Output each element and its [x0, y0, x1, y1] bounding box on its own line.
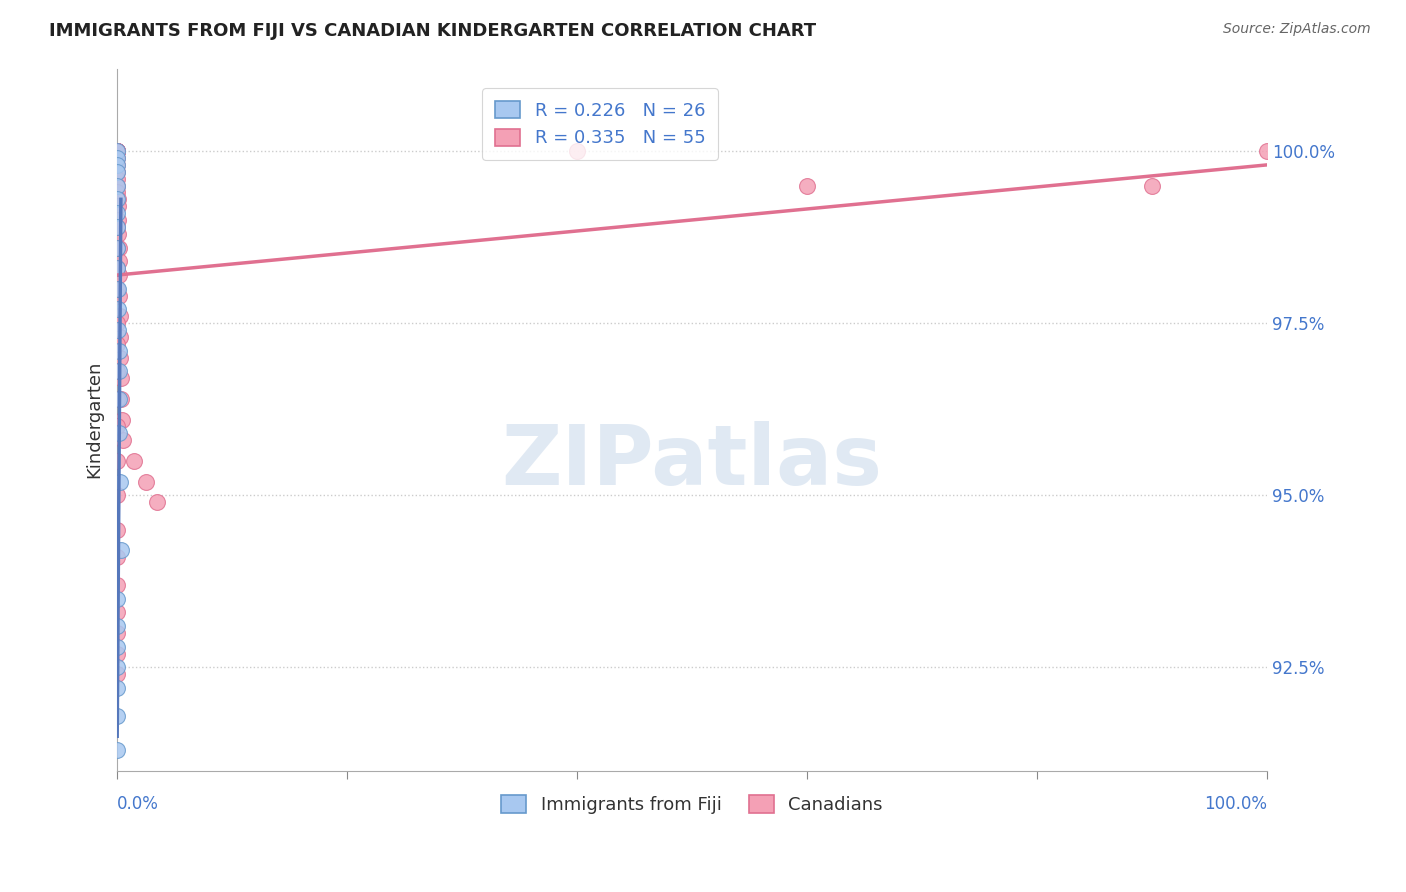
- Point: [105, 550, 128, 565]
- Y-axis label: Kindergarten: Kindergarten: [86, 361, 103, 478]
- Point: [105, 667, 128, 681]
- Point: [105, 219, 128, 234]
- Point: [1256, 144, 1278, 158]
- Point: [110, 392, 132, 406]
- Point: [105, 240, 128, 254]
- Point: [107, 302, 129, 317]
- Point: [105, 647, 128, 661]
- Point: [108, 364, 131, 378]
- Point: [105, 619, 128, 633]
- Point: [105, 144, 128, 158]
- Point: [105, 523, 128, 537]
- Point: [146, 495, 169, 509]
- Point: [1140, 178, 1163, 193]
- Point: [105, 454, 128, 468]
- Point: [108, 330, 131, 344]
- Point: [105, 144, 128, 158]
- Point: [105, 488, 128, 502]
- Text: 0.0%: 0.0%: [117, 795, 159, 813]
- Point: [110, 351, 132, 365]
- Point: [105, 178, 128, 193]
- Point: [105, 144, 128, 158]
- Point: [107, 199, 129, 213]
- Point: [107, 343, 129, 358]
- Point: [105, 144, 128, 158]
- Point: [105, 192, 128, 206]
- Point: [105, 337, 128, 351]
- Point: [105, 419, 128, 434]
- Point: [105, 640, 128, 654]
- Point: [105, 392, 128, 406]
- Point: [105, 591, 128, 606]
- Point: [105, 144, 128, 158]
- Point: [105, 165, 128, 179]
- Point: [105, 219, 128, 234]
- Point: [108, 392, 131, 406]
- Point: [107, 282, 129, 296]
- Point: [105, 261, 128, 276]
- Point: [105, 282, 128, 296]
- Point: [107, 213, 129, 227]
- Point: [105, 158, 128, 172]
- Point: [105, 178, 128, 193]
- Point: [110, 543, 132, 558]
- Point: [105, 578, 128, 592]
- Point: [105, 660, 128, 674]
- Point: [135, 475, 157, 489]
- Point: [107, 323, 129, 337]
- Point: [105, 681, 128, 695]
- Point: [108, 288, 131, 302]
- Point: [105, 240, 128, 254]
- Point: [107, 240, 129, 254]
- Point: [796, 178, 818, 193]
- Point: [107, 227, 129, 241]
- Point: [105, 144, 128, 158]
- Point: [105, 186, 128, 200]
- Point: [105, 708, 128, 723]
- Text: Source: ZipAtlas.com: Source: ZipAtlas.com: [1223, 22, 1371, 37]
- Point: [108, 254, 131, 268]
- Point: [108, 475, 131, 489]
- Point: [105, 144, 128, 158]
- Point: [105, 144, 128, 158]
- Point: [105, 206, 128, 220]
- Point: [565, 144, 588, 158]
- Point: [108, 268, 131, 282]
- Point: [105, 261, 128, 276]
- Point: [105, 626, 128, 640]
- Point: [105, 165, 128, 179]
- Point: [105, 364, 128, 378]
- Point: [111, 434, 134, 448]
- Point: [108, 310, 131, 324]
- Point: [105, 158, 128, 172]
- Point: [105, 606, 128, 620]
- Point: [111, 412, 134, 426]
- Point: [105, 144, 128, 158]
- Point: [105, 316, 128, 330]
- Point: [110, 371, 132, 385]
- Point: [124, 454, 146, 468]
- Point: [105, 743, 128, 757]
- Legend: Immigrants from Fiji, Canadians: Immigrants from Fiji, Canadians: [491, 784, 894, 825]
- Point: [105, 151, 128, 165]
- Text: ZIPatlas: ZIPatlas: [502, 421, 883, 502]
- Point: [107, 192, 129, 206]
- Point: [105, 171, 128, 186]
- Point: [108, 426, 131, 441]
- Point: [105, 151, 128, 165]
- Text: IMMIGRANTS FROM FIJI VS CANADIAN KINDERGARTEN CORRELATION CHART: IMMIGRANTS FROM FIJI VS CANADIAN KINDERG…: [49, 22, 817, 40]
- Text: 100.0%: 100.0%: [1204, 795, 1267, 813]
- Point: [105, 144, 128, 158]
